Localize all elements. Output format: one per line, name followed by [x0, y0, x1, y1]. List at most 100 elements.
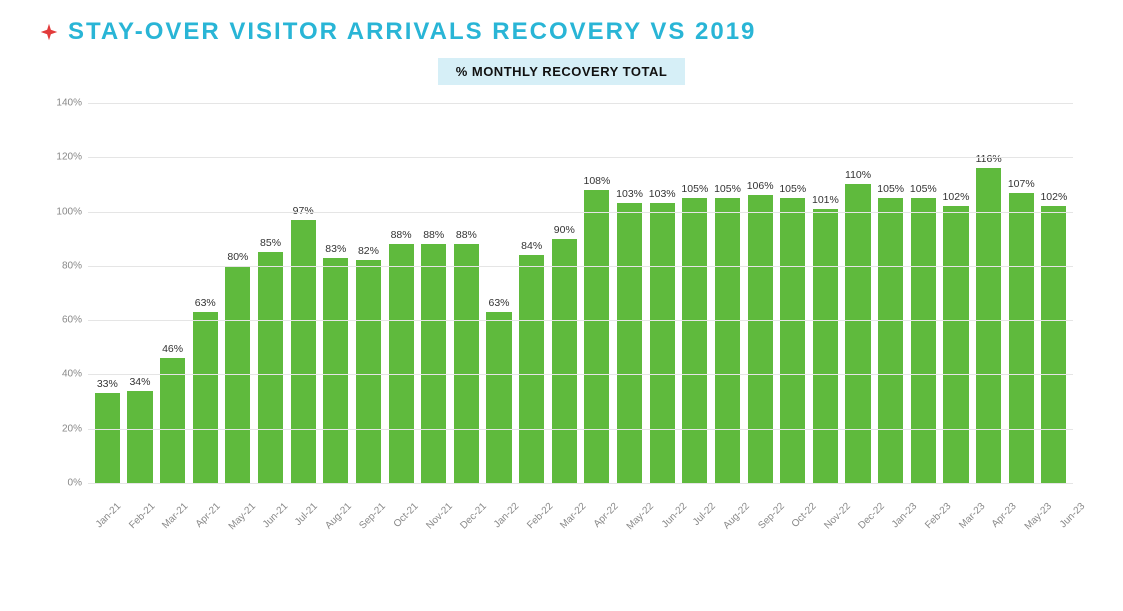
x-label-slot: Jul-21 — [292, 491, 319, 502]
x-tick-label: Apr-21 — [194, 501, 223, 530]
x-label-slot: Jul-22 — [690, 491, 717, 502]
bar-value-label: 116% — [976, 153, 1002, 165]
bar — [845, 184, 870, 483]
x-tick-label: Jun-23 — [1058, 501, 1087, 530]
gridline — [88, 103, 1073, 104]
gridline — [88, 320, 1073, 321]
bar — [650, 203, 675, 483]
bar — [127, 391, 152, 483]
bar — [454, 244, 479, 483]
x-label-slot: May-23 — [1020, 491, 1053, 502]
y-tick-label: 60% — [44, 315, 82, 326]
x-label-slot: Mar-22 — [556, 491, 588, 502]
x-tick-label: Nov-22 — [822, 501, 853, 532]
gridline — [88, 212, 1073, 213]
bar-value-label: 105% — [681, 183, 708, 195]
x-tick-label: Oct-22 — [790, 501, 819, 530]
bar — [193, 312, 218, 483]
x-label-slot: Jan-23 — [888, 491, 919, 502]
x-label-slot: Feb-23 — [921, 491, 953, 502]
x-tick-label: Mar-22 — [559, 501, 589, 531]
y-tick-label: 120% — [44, 152, 82, 163]
bar-slot: 34% — [125, 103, 156, 483]
x-label-slot: Sep-22 — [754, 491, 786, 502]
x-tick-label: Dec-21 — [458, 501, 489, 532]
chart-area: 33%34%46%63%80%85%97%83%82%88%88%88%63%8… — [40, 93, 1083, 563]
x-label-slot: May-22 — [622, 491, 655, 502]
bar-slot: 85% — [255, 103, 286, 483]
bar-value-label: 80% — [227, 251, 248, 263]
bar-value-label: 102% — [1040, 191, 1067, 203]
gridline — [88, 157, 1073, 158]
bar-slot: 46% — [157, 103, 188, 483]
x-label-slot: Feb-21 — [125, 491, 157, 502]
bar — [780, 198, 805, 483]
bar-slot: 82% — [353, 103, 384, 483]
bar-value-label: 110% — [845, 169, 871, 181]
gridline — [88, 483, 1073, 484]
x-axis: Jan-21Feb-21Mar-21Apr-21May-21Jun-21Jul-… — [88, 485, 1073, 555]
y-tick-label: 80% — [44, 260, 82, 271]
bar-slot: 105% — [712, 103, 743, 483]
bar-slot: 105% — [680, 103, 711, 483]
x-label-slot: Jan-22 — [490, 491, 521, 502]
bar-slot: 88% — [451, 103, 482, 483]
y-tick-label: 0% — [44, 478, 82, 489]
x-label-slot: May-21 — [224, 491, 257, 502]
bars-container: 33%34%46%63%80%85%97%83%82%88%88%88%63%8… — [88, 103, 1073, 483]
bar — [519, 255, 544, 483]
bar — [552, 239, 577, 483]
bar-slot: 106% — [745, 103, 776, 483]
y-tick-label: 20% — [44, 423, 82, 434]
bar-value-label: 85% — [260, 237, 281, 249]
bar-value-label: 33% — [97, 378, 118, 390]
x-label-slot: Apr-21 — [192, 491, 222, 502]
bar-value-label: 103% — [649, 188, 676, 200]
bar-value-label: 82% — [358, 245, 379, 257]
x-tick-label: Mar-23 — [957, 501, 987, 531]
bar-slot: 103% — [614, 103, 645, 483]
x-tick-label: Sep-21 — [358, 501, 389, 532]
bar — [878, 198, 903, 483]
x-tick-label: Mar-21 — [160, 501, 190, 531]
x-label-slot: Aug-22 — [719, 491, 751, 502]
bar-value-label: 63% — [195, 297, 216, 309]
bar-value-label: 34% — [129, 376, 150, 388]
legend-row: % MONTHLY RECOVERY TOTAL — [40, 58, 1083, 85]
bar — [1041, 206, 1066, 483]
bar-slot: 110% — [843, 103, 874, 483]
x-tick-label: Jan-21 — [94, 501, 123, 530]
bar-value-label: 84% — [521, 240, 542, 252]
bar-value-label: 101% — [812, 194, 839, 206]
bar — [943, 206, 968, 483]
bar-value-label: 103% — [616, 188, 643, 200]
bar — [1009, 193, 1034, 483]
x-label-slot: Jun-23 — [1056, 491, 1087, 502]
bar-value-label: 105% — [877, 183, 904, 195]
bar-slot: 103% — [647, 103, 678, 483]
bar-value-label: 108% — [584, 175, 611, 187]
x-label-slot: Mar-23 — [955, 491, 987, 502]
bar-value-label: 88% — [391, 229, 412, 241]
x-tick-label: Jan-22 — [492, 501, 521, 530]
bar-value-label: 106% — [747, 180, 774, 192]
bar-slot: 97% — [288, 103, 319, 483]
bar-slot: 83% — [320, 103, 351, 483]
bar-value-label: 102% — [943, 191, 970, 203]
bar-slot: 84% — [516, 103, 547, 483]
x-tick-label: Jun-21 — [261, 501, 290, 530]
x-label-slot: Jun-21 — [259, 491, 290, 502]
bar-slot: 33% — [92, 103, 123, 483]
x-label-slot: Jan-21 — [92, 491, 123, 502]
bar-value-label: 46% — [162, 343, 183, 355]
bar-value-label: 105% — [779, 183, 806, 195]
bar — [748, 195, 773, 483]
bar — [258, 252, 283, 483]
x-tick-label: Dec-22 — [856, 501, 887, 532]
x-label-slot: Jun-22 — [658, 491, 689, 502]
x-tick-label: Jun-22 — [659, 501, 688, 530]
x-label-slot: Feb-22 — [523, 491, 555, 502]
x-label-slot: Mar-21 — [158, 491, 190, 502]
x-tick-label: Feb-23 — [923, 501, 953, 531]
bar-value-label: 63% — [489, 297, 510, 309]
